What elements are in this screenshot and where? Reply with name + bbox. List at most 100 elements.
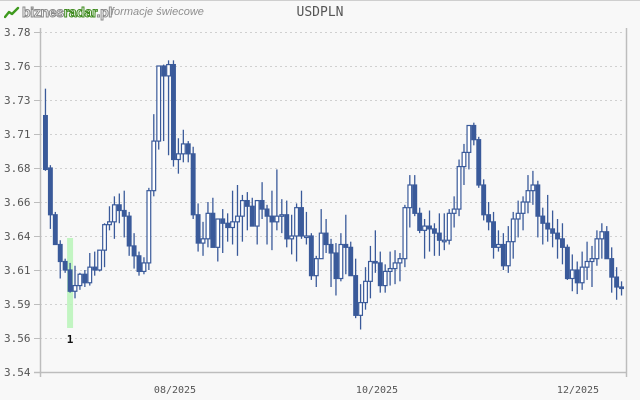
candle bbox=[215, 218, 221, 262]
candle bbox=[555, 219, 560, 259]
logo-part-radar: radar bbox=[63, 4, 97, 21]
candle bbox=[303, 211, 309, 245]
candle bbox=[569, 254, 575, 292]
candle bbox=[102, 223, 108, 268]
candle bbox=[481, 179, 487, 221]
candle bbox=[446, 209, 452, 245]
logo-text: biznesradar.pl bbox=[22, 4, 113, 21]
y-tick-label: 3.78 bbox=[4, 26, 31, 39]
y-tick-label: 3.54 bbox=[4, 366, 31, 379]
candle bbox=[264, 204, 270, 245]
candle bbox=[136, 251, 142, 276]
candle bbox=[451, 196, 457, 228]
top-border bbox=[0, 0, 640, 1]
candle bbox=[476, 136, 482, 188]
y-tick-label: 3.73 bbox=[4, 94, 31, 107]
candle bbox=[545, 194, 551, 242]
candle bbox=[146, 187, 152, 270]
trend-chart-icon bbox=[4, 6, 20, 19]
candle bbox=[510, 211, 516, 259]
candle bbox=[584, 241, 590, 280]
y-tick-label: 3.64 bbox=[4, 230, 31, 243]
candle bbox=[299, 190, 304, 239]
candle bbox=[441, 213, 447, 251]
candle bbox=[235, 185, 240, 256]
candle bbox=[52, 211, 58, 246]
y-axis-ticks: 3.78 3.76 3.73 3.71 3.68 3.66 3.64 3.61 3.59 3.56… bbox=[4, 26, 40, 379]
candle bbox=[225, 213, 231, 242]
candle bbox=[244, 192, 250, 231]
candle bbox=[471, 122, 477, 146]
candle bbox=[530, 170, 536, 205]
candle bbox=[392, 250, 398, 285]
candle bbox=[57, 240, 63, 279]
candle bbox=[594, 230, 600, 266]
pattern-marker-label[interactable]: 1 bbox=[67, 333, 74, 346]
candle bbox=[82, 270, 88, 287]
candle bbox=[417, 207, 423, 234]
candle bbox=[205, 202, 211, 248]
candle bbox=[87, 253, 93, 286]
candle bbox=[151, 114, 157, 197]
candle bbox=[412, 175, 418, 217]
candle bbox=[289, 214, 295, 255]
candle bbox=[535, 180, 541, 238]
candle bbox=[116, 193, 122, 224]
candle bbox=[254, 199, 260, 245]
candle bbox=[274, 169, 280, 231]
candle bbox=[619, 281, 624, 296]
candle bbox=[427, 210, 432, 252]
candle bbox=[126, 211, 132, 256]
candle bbox=[495, 230, 501, 252]
x-axis-ticks: 08/2025 10/2025 12/2025 bbox=[154, 385, 599, 396]
y-tick-label: 3.71 bbox=[4, 128, 31, 141]
candle bbox=[550, 210, 556, 248]
candle bbox=[461, 143, 467, 185]
candle bbox=[609, 247, 615, 293]
candle bbox=[77, 272, 83, 290]
candle bbox=[308, 233, 314, 280]
y-tick-label: 3.59 bbox=[4, 298, 31, 311]
candle bbox=[505, 226, 511, 273]
candle bbox=[185, 141, 191, 163]
candle bbox=[614, 267, 620, 300]
candle bbox=[358, 284, 364, 330]
axes bbox=[34, 28, 628, 377]
candle bbox=[525, 175, 531, 214]
candle bbox=[559, 223, 565, 265]
y-tick-label: 3.56 bbox=[4, 332, 31, 345]
candle bbox=[249, 197, 255, 227]
candle bbox=[284, 200, 290, 248]
candle bbox=[372, 230, 378, 273]
candle bbox=[230, 190, 236, 245]
candle bbox=[402, 204, 408, 268]
candle bbox=[363, 267, 368, 310]
candle bbox=[397, 253, 403, 282]
candle bbox=[200, 221, 206, 256]
candle bbox=[599, 223, 605, 259]
y-tick-label: 3.61 bbox=[4, 264, 31, 277]
chart-title: USDPLN bbox=[296, 5, 344, 20]
biznesradar-logo[interactable]: biznesradar.pl bbox=[4, 3, 113, 21]
candle bbox=[338, 233, 344, 282]
x-tick-label: 12/2025 bbox=[557, 385, 599, 396]
chart-subtitle: formacje świecowe bbox=[111, 6, 204, 18]
candle bbox=[422, 219, 428, 259]
candle bbox=[579, 251, 585, 290]
candle bbox=[500, 233, 506, 270]
y-tick-label: 3.68 bbox=[4, 162, 31, 175]
candle bbox=[269, 190, 275, 251]
candle bbox=[348, 241, 354, 277]
candle bbox=[515, 200, 521, 238]
candle bbox=[294, 203, 300, 262]
candle bbox=[67, 262, 73, 293]
candle bbox=[367, 245, 373, 299]
pattern-annotations: 1 bbox=[67, 333, 74, 346]
candle bbox=[190, 146, 196, 219]
candle bbox=[436, 213, 442, 256]
candle bbox=[97, 249, 103, 272]
candle bbox=[431, 223, 437, 256]
candle bbox=[171, 60, 176, 167]
candle bbox=[62, 258, 68, 273]
